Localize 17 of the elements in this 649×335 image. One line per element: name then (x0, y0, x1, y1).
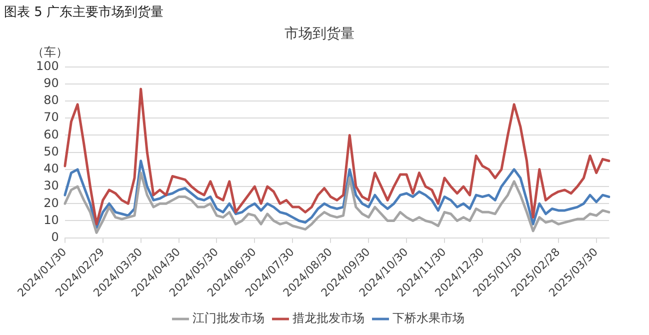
y-tick-label: 30 (44, 178, 59, 193)
legend-label: 江门批发市场 (192, 311, 264, 326)
y-tick-label: 0 (51, 230, 59, 244)
y-tick-label: 60 (44, 127, 59, 142)
y-tick-label: 40 (44, 162, 59, 176)
chart-title: 市场到货量 (284, 26, 354, 42)
y-tick-label: 80 (44, 93, 59, 108)
y-tick-label: 50 (44, 144, 59, 158)
y-tick-label: 10 (44, 212, 59, 227)
legend-label: 下桥水果市场 (392, 311, 464, 326)
y-axis-title: （车） (32, 44, 68, 59)
legend-label: 措龙批发市场 (292, 311, 364, 326)
y-tick-label: 100 (36, 58, 59, 73)
y-tick-label: 20 (44, 196, 59, 210)
y-tick-label: 90 (44, 76, 59, 90)
y-tick-label: 70 (44, 110, 59, 124)
text: 图表 5 广东主要市场到货量 (3, 4, 165, 22)
